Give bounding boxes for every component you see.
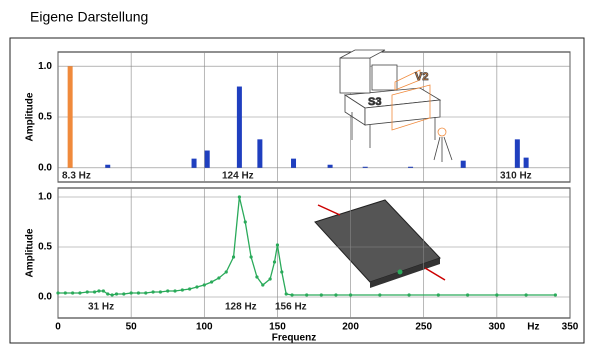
point — [217, 276, 220, 279]
point — [93, 290, 96, 293]
point — [195, 285, 198, 288]
illustration-label: V2 — [415, 71, 428, 83]
point — [97, 289, 100, 292]
line — [58, 197, 555, 295]
x-tick-label: 100 — [196, 322, 213, 333]
point — [407, 293, 410, 296]
point — [349, 293, 352, 296]
annotation: 310 Hz — [500, 171, 532, 182]
point — [122, 292, 125, 295]
point — [554, 293, 557, 296]
point — [225, 270, 228, 273]
y-tick-label: 0.0 — [38, 162, 52, 173]
x-unit-label: Hz — [527, 322, 539, 333]
point — [78, 291, 81, 294]
point — [210, 280, 213, 283]
point — [378, 293, 381, 296]
bar — [68, 66, 73, 168]
point — [320, 293, 323, 296]
x-tick-label: 350 — [562, 322, 579, 333]
bar — [192, 159, 197, 168]
chart: Eigene Darstellung 0.0 0.5 1.0 Amplitude 8.3… — [0, 0, 595, 344]
point — [102, 289, 105, 292]
point — [285, 292, 288, 295]
plate-illustration — [315, 200, 445, 288]
point — [115, 292, 118, 295]
bar — [257, 139, 262, 167]
machine-illustration: V2 S3 — [340, 50, 452, 162]
point — [111, 293, 114, 296]
y-tick-label: 0.5 — [38, 112, 52, 123]
point — [188, 287, 191, 290]
point — [276, 243, 279, 246]
point — [290, 293, 293, 296]
point — [173, 289, 176, 292]
point — [280, 270, 283, 273]
point — [261, 283, 264, 286]
point — [495, 293, 498, 296]
y-tick-label: 1.0 — [38, 192, 52, 203]
bar — [408, 167, 413, 168]
point — [437, 293, 440, 296]
point — [238, 195, 241, 198]
y-tick-label: 0.0 — [38, 292, 52, 303]
point — [166, 289, 169, 292]
y-tick-label: 1.0 — [38, 61, 52, 72]
bar — [105, 165, 110, 168]
point — [273, 260, 276, 263]
bar — [524, 158, 529, 168]
point — [255, 275, 258, 278]
bar — [205, 151, 210, 168]
point — [159, 290, 162, 293]
point — [106, 292, 109, 295]
annotation: 124 Hz — [222, 171, 254, 182]
illustration-label: S3 — [368, 96, 381, 108]
x-tick-label: 150 — [269, 322, 286, 333]
page-title: Eigene Darstellung — [30, 9, 148, 25]
bar — [515, 139, 520, 167]
x-tick-label: 0 — [55, 322, 61, 333]
bar — [363, 167, 368, 168]
x-axis-label: Frequenz — [272, 333, 316, 344]
annotation: 8.3 Hz — [62, 171, 91, 182]
point — [269, 277, 272, 280]
point — [144, 291, 147, 294]
point — [232, 255, 235, 258]
x-tick-label: 250 — [415, 322, 432, 333]
point — [525, 293, 528, 296]
bar — [237, 87, 242, 168]
annotation: 156 Hz — [275, 302, 307, 313]
x-tick-label: 300 — [489, 322, 506, 333]
y-tick-label: 0.5 — [38, 242, 52, 253]
point — [466, 293, 469, 296]
point — [56, 291, 59, 294]
point — [86, 290, 89, 293]
bar — [291, 159, 296, 168]
x-tick-label: 200 — [342, 322, 359, 333]
bar — [328, 165, 333, 168]
point — [334, 293, 337, 296]
point — [244, 220, 247, 223]
point — [137, 291, 140, 294]
bar — [461, 161, 466, 168]
point — [305, 293, 308, 296]
point — [130, 291, 133, 294]
point — [64, 291, 67, 294]
page: Eigene Darstellung 0.0 0.5 1.0 Amplitude 8.3… — [0, 0, 595, 349]
point — [151, 290, 154, 293]
x-tick-label: 50 — [126, 322, 138, 333]
y-axis-label: Amplitude — [25, 228, 36, 277]
plot-frame — [58, 188, 570, 318]
annotation: 128 Hz — [225, 302, 257, 313]
point — [249, 255, 252, 258]
y-axis-label: Amplitude — [25, 92, 36, 141]
annotation: 31 Hz — [88, 302, 114, 313]
point — [181, 288, 184, 291]
point — [71, 291, 74, 294]
point — [203, 283, 206, 286]
